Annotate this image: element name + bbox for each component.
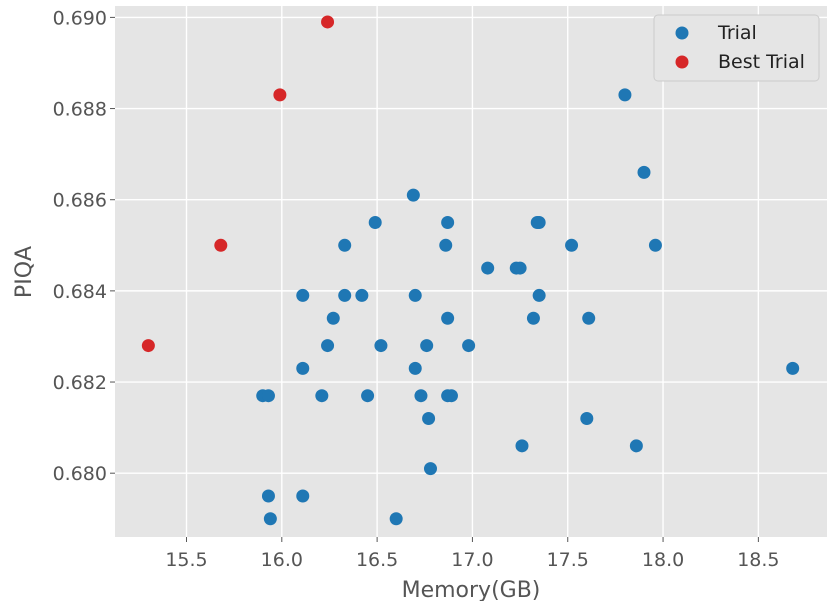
data-points (141, 15, 800, 526)
point-trial (368, 216, 382, 230)
point-best-trial (141, 339, 155, 353)
y-tick-label: 0.688 (53, 99, 107, 121)
point-trial (532, 288, 546, 302)
point-trial (338, 288, 352, 302)
point-trial (648, 238, 662, 252)
plot-area (115, 6, 827, 537)
point-trial (629, 439, 643, 453)
point-trial (408, 288, 422, 302)
point-trial (481, 261, 495, 275)
legend-marker-trial (675, 26, 689, 40)
point-trial (361, 389, 375, 403)
point-trial (261, 389, 275, 403)
point-trial (444, 389, 458, 403)
point-trial (637, 165, 651, 179)
point-trial (406, 188, 420, 202)
x-tick-label: 18.0 (642, 549, 684, 571)
x-tick-label: 15.5 (165, 549, 207, 571)
point-trial (408, 361, 422, 375)
x-tick-label: 18.5 (737, 549, 779, 571)
y-tick-label: 0.686 (53, 190, 107, 212)
point-trial (338, 238, 352, 252)
point-trial (786, 361, 800, 375)
point-trial (526, 311, 540, 325)
axis-ticks: 15.5 16.0 16.5 17.0 17.5 18.0 18.5 0.680 0.682 0.… (53, 7, 780, 571)
point-best-trial (214, 238, 228, 252)
point-best-trial (321, 15, 335, 29)
point-trial (513, 261, 527, 275)
point-trial (296, 361, 310, 375)
point-trial (389, 512, 403, 526)
legend-box (653, 14, 820, 82)
y-axis-label: PIQA (12, 246, 37, 298)
point-trial (261, 489, 275, 503)
y-tick-label: 0.680 (53, 463, 107, 485)
y-tick-label: 0.684 (53, 281, 107, 303)
point-trial (565, 238, 579, 252)
point-trial (462, 339, 476, 353)
x-tick-label: 16.5 (356, 549, 398, 571)
point-trial (441, 311, 455, 325)
point-trial (374, 339, 388, 353)
legend-label-best-trial: Best Trial (718, 51, 805, 73)
legend-marker-best-trial (675, 55, 689, 69)
x-tick-label: 17.5 (547, 549, 589, 571)
legend: Trial Best Trial (653, 14, 820, 82)
point-trial (618, 88, 632, 102)
point-trial (422, 411, 436, 425)
point-trial (423, 462, 437, 476)
point-trial (414, 389, 428, 403)
point-trial (420, 339, 434, 353)
point-trial (582, 311, 596, 325)
point-best-trial (273, 88, 287, 102)
point-trial (439, 238, 453, 252)
x-tick-label: 16.0 (261, 549, 303, 571)
y-tick-label: 0.682 (53, 372, 107, 394)
point-trial (263, 512, 277, 526)
point-trial (515, 439, 529, 453)
x-tick-label: 17.0 (451, 549, 493, 571)
point-trial (532, 216, 546, 230)
point-trial (355, 288, 369, 302)
point-trial (321, 339, 335, 353)
point-trial (296, 288, 310, 302)
y-tick-label: 0.690 (53, 7, 107, 29)
point-trial (326, 311, 340, 325)
point-trial (296, 489, 310, 503)
point-trial (315, 389, 329, 403)
point-trial (441, 216, 455, 230)
x-axis-label: Memory(GB) (402, 578, 541, 601)
legend-label-trial: Trial (717, 22, 757, 44)
point-trial (580, 411, 594, 425)
